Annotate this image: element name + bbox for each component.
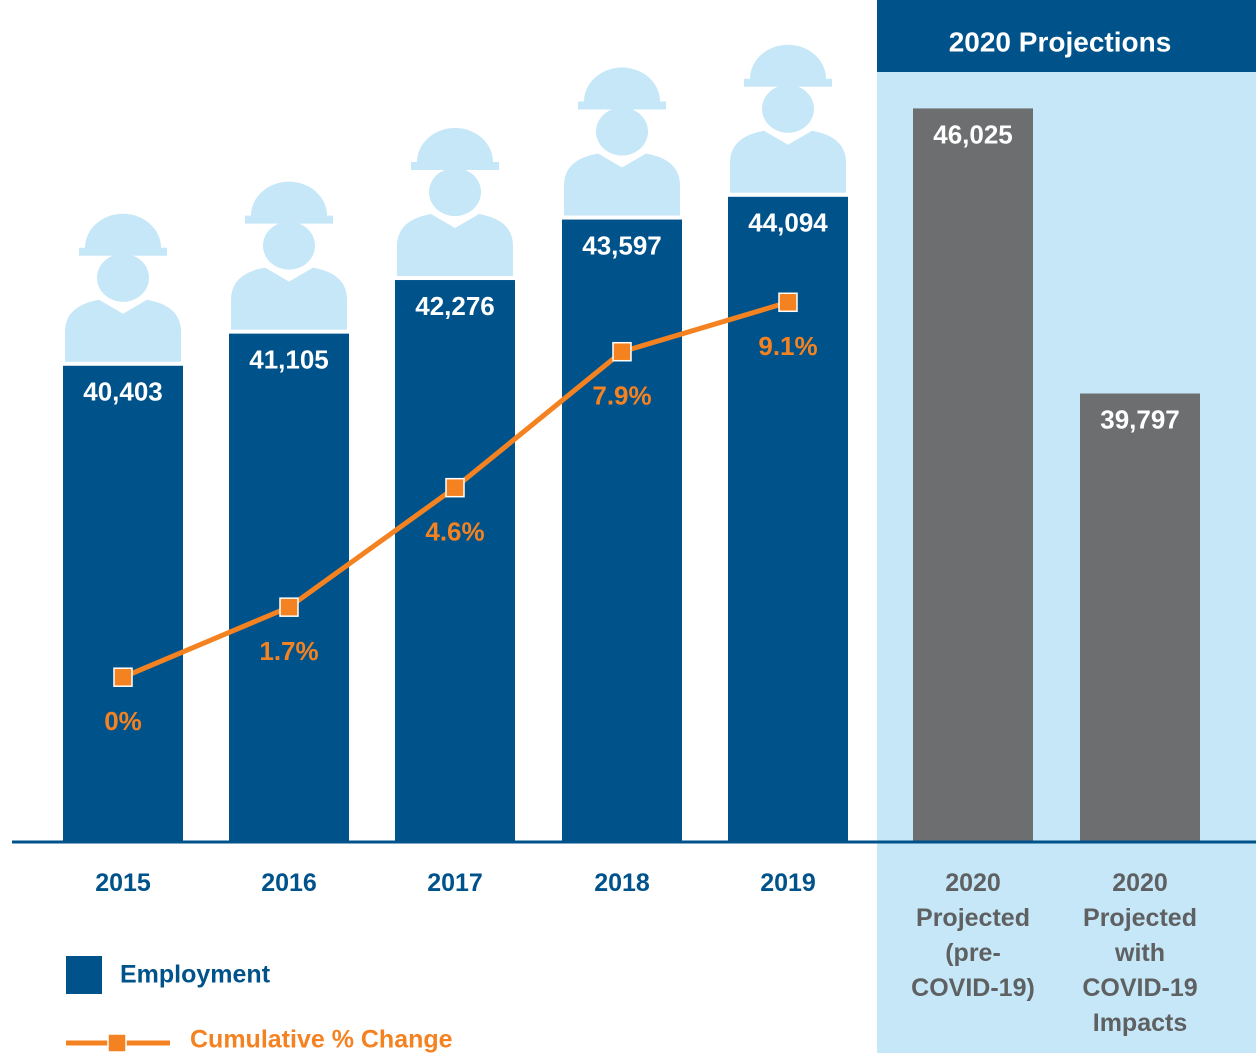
bar <box>913 108 1033 842</box>
x-tick-label: 2015 <box>95 869 151 897</box>
x-tick-label: 2018 <box>594 869 650 897</box>
bar-value-label: 44,094 <box>748 208 828 238</box>
projection-title: 2020 Projections <box>949 26 1172 57</box>
line-value-label: 9.1% <box>758 331 817 361</box>
bar <box>1080 393 1200 842</box>
bar <box>562 219 682 842</box>
line-value-label: 0% <box>104 706 142 736</box>
worker-icon <box>65 213 181 362</box>
legend-swatch <box>66 956 102 994</box>
bar-value-label: 42,276 <box>415 291 495 321</box>
bar <box>395 280 515 843</box>
bar <box>63 365 183 842</box>
legend-label: Cumulative % Change <box>190 1026 453 1053</box>
line-marker <box>778 292 798 313</box>
x-tick-label: 2020 Projected (pre-COVID-19) <box>911 869 1035 1002</box>
line-marker <box>612 341 632 362</box>
legend-label: Employment <box>120 961 271 989</box>
projection-header <box>877 0 1256 72</box>
line-marker <box>445 477 465 498</box>
bar <box>229 333 349 842</box>
worker-icon <box>397 128 513 277</box>
line-marker <box>113 667 133 687</box>
x-tick-label: 2017 <box>427 869 483 897</box>
bar-value-label: 46,025 <box>933 119 1013 149</box>
worker-icon <box>730 44 846 193</box>
worker-icon <box>231 181 347 330</box>
x-tick-label: 2016 <box>261 869 317 897</box>
worker-icon <box>564 67 680 216</box>
bar-value-label: 43,597 <box>582 230 662 260</box>
x-tick-label: 2020 Projected with COVID-19 Impacts <box>1082 869 1198 1037</box>
x-tick-label: 2019 <box>760 869 816 897</box>
line-value-label: 7.9% <box>592 381 651 411</box>
line-marker <box>279 597 299 617</box>
line-value-label: 1.7% <box>259 636 318 666</box>
bar-value-label: 40,403 <box>83 377 163 407</box>
legend-marker <box>107 1033 127 1053</box>
line-value-label: 4.6% <box>425 517 484 547</box>
bar-value-label: 39,797 <box>1100 404 1180 434</box>
bar-value-label: 41,105 <box>249 345 329 375</box>
